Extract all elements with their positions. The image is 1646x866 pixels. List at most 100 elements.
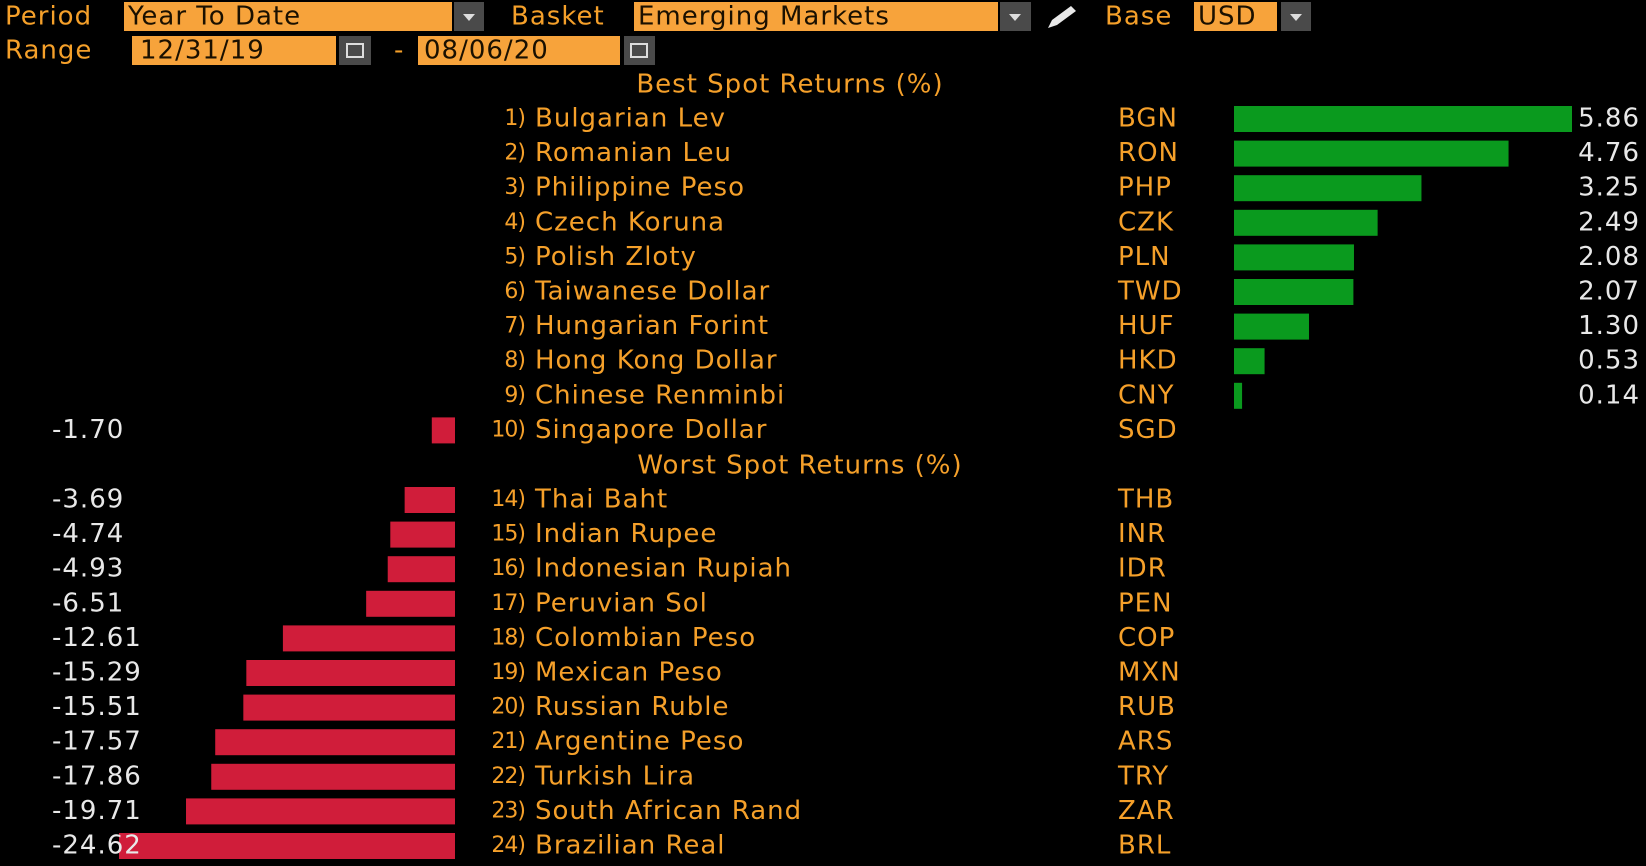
currency-name[interactable]: Indonesian Rupiah bbox=[535, 554, 792, 584]
rank[interactable]: 22) bbox=[491, 764, 526, 789]
return-value: -17.86 bbox=[52, 761, 142, 791]
return-value: 0.53 bbox=[1578, 346, 1640, 376]
rank[interactable]: 20) bbox=[491, 695, 526, 720]
rank[interactable]: 21) bbox=[491, 729, 526, 754]
currency-code: TWD bbox=[1117, 277, 1183, 307]
currency-code: RON bbox=[1118, 138, 1179, 168]
currency-code: HUF bbox=[1118, 311, 1175, 341]
currency-name[interactable]: Peruvian Sol bbox=[535, 588, 708, 618]
end-date-field[interactable] bbox=[418, 36, 620, 65]
rank[interactable]: 1) bbox=[504, 106, 526, 131]
return-value: 3.25 bbox=[1578, 173, 1640, 203]
base-label: Base bbox=[1105, 2, 1172, 32]
period-dropdown[interactable]: Year To Date bbox=[124, 2, 484, 32]
period-value[interactable]: Year To Date bbox=[127, 2, 301, 32]
base-value[interactable]: USD bbox=[1198, 2, 1257, 32]
currency-name[interactable]: Romanian Leu bbox=[535, 138, 732, 168]
currency-name[interactable]: Mexican Peso bbox=[535, 658, 723, 688]
calendar-button[interactable] bbox=[624, 36, 655, 65]
period-field[interactable] bbox=[124, 2, 452, 31]
start-date-field[interactable] bbox=[132, 36, 336, 65]
currency-name[interactable]: Thai Baht bbox=[534, 485, 668, 515]
calendar-button[interactable] bbox=[339, 36, 371, 65]
currency-name[interactable]: Philippine Peso bbox=[535, 173, 745, 203]
rank[interactable]: 4) bbox=[504, 210, 526, 235]
return-bar bbox=[1234, 348, 1265, 375]
currency-name[interactable]: South African Rand bbox=[535, 796, 802, 826]
rank[interactable]: 15) bbox=[491, 522, 526, 547]
return-bar bbox=[431, 417, 455, 444]
return-bar bbox=[246, 660, 455, 686]
rank[interactable]: 9) bbox=[504, 383, 526, 408]
currency-name[interactable]: Hong Kong Dollar bbox=[535, 346, 778, 376]
return-bar bbox=[1234, 382, 1243, 409]
return-bar bbox=[1234, 106, 1572, 132]
return-bar bbox=[1234, 279, 1354, 305]
return-value: -17.57 bbox=[52, 727, 142, 757]
currency-name[interactable]: Hungarian Forint bbox=[535, 311, 769, 341]
rank[interactable]: 17) bbox=[491, 591, 526, 616]
currency-name[interactable]: Czech Koruna bbox=[535, 207, 725, 237]
currency-name[interactable]: Argentine Peso bbox=[535, 727, 744, 757]
currency-code: CNY bbox=[1118, 380, 1175, 410]
currency-name[interactable]: Taiwanese Dollar bbox=[534, 277, 770, 307]
currency-name[interactable]: Indian Rupee bbox=[535, 519, 717, 549]
start-date-input[interactable]: 12/31/19 bbox=[132, 36, 371, 66]
currency-code: SGD bbox=[1118, 415, 1178, 445]
currency-code: TRY bbox=[1117, 761, 1169, 791]
end-date[interactable]: 08/06/20 bbox=[424, 36, 549, 66]
currency-name[interactable]: Singapore Dollar bbox=[535, 415, 767, 445]
edit-button[interactable] bbox=[1048, 6, 1076, 28]
start-date[interactable]: 12/31/19 bbox=[140, 36, 265, 66]
basket-field[interactable] bbox=[634, 2, 998, 31]
currency-name[interactable]: Bulgarian Lev bbox=[535, 104, 726, 134]
currency-code: THB bbox=[1117, 485, 1174, 515]
return-bar bbox=[1234, 209, 1378, 236]
basket-dropdown[interactable]: Emerging Markets bbox=[634, 2, 1031, 32]
calendar-icon bbox=[630, 43, 648, 58]
rank[interactable]: 10) bbox=[491, 417, 526, 442]
currency-code: MXN bbox=[1118, 658, 1181, 688]
currency-name[interactable]: Brazilian Real bbox=[535, 831, 726, 861]
currency-code: PLN bbox=[1118, 242, 1171, 272]
return-bar bbox=[1234, 140, 1509, 167]
return-bar bbox=[243, 694, 455, 721]
return-bar bbox=[1234, 175, 1422, 202]
return-value: 2.07 bbox=[1578, 277, 1640, 307]
rank[interactable]: 8) bbox=[504, 348, 526, 373]
return-value: 1.30 bbox=[1578, 311, 1640, 341]
return-value: -4.74 bbox=[52, 519, 124, 549]
return-bar bbox=[390, 521, 455, 548]
rank[interactable]: 14) bbox=[491, 487, 526, 512]
currency-name[interactable]: Chinese Renminbi bbox=[535, 380, 785, 410]
pencil-icon[interactable] bbox=[1048, 6, 1076, 28]
currency-code: RUB bbox=[1118, 692, 1176, 722]
end-date-input[interactable]: 08/06/20 bbox=[418, 36, 655, 66]
rank[interactable]: 2) bbox=[504, 141, 526, 166]
rank[interactable]: 23) bbox=[491, 798, 526, 823]
rank[interactable]: 5) bbox=[504, 244, 526, 269]
rank[interactable]: 18) bbox=[491, 625, 526, 650]
rank[interactable]: 3) bbox=[504, 175, 526, 200]
rank[interactable]: 19) bbox=[491, 660, 526, 685]
currency-name[interactable]: Russian Ruble bbox=[535, 692, 729, 722]
return-value: -6.51 bbox=[52, 588, 124, 618]
range-label: Range bbox=[5, 36, 92, 66]
basket-value[interactable]: Emerging Markets bbox=[638, 2, 890, 32]
arrow-icon bbox=[1009, 14, 1021, 21]
currency-name[interactable]: Colombian Peso bbox=[535, 623, 756, 653]
base-field[interactable] bbox=[1194, 2, 1277, 31]
currency-code: ZAR bbox=[1118, 796, 1175, 826]
currency-name[interactable]: Polish Zloty bbox=[535, 242, 697, 272]
return-value: 4.76 bbox=[1578, 138, 1640, 168]
period-label: Period bbox=[5, 2, 92, 32]
rank[interactable]: 6) bbox=[504, 279, 526, 304]
currency-name[interactable]: Turkish Lira bbox=[534, 761, 695, 791]
currency-code: HKD bbox=[1118, 346, 1178, 376]
base-dropdown[interactable]: USD bbox=[1194, 2, 1311, 32]
rank[interactable]: 24) bbox=[491, 833, 526, 858]
rank[interactable]: 7) bbox=[504, 314, 526, 339]
rank[interactable]: 16) bbox=[491, 556, 526, 581]
return-bar bbox=[211, 763, 455, 790]
